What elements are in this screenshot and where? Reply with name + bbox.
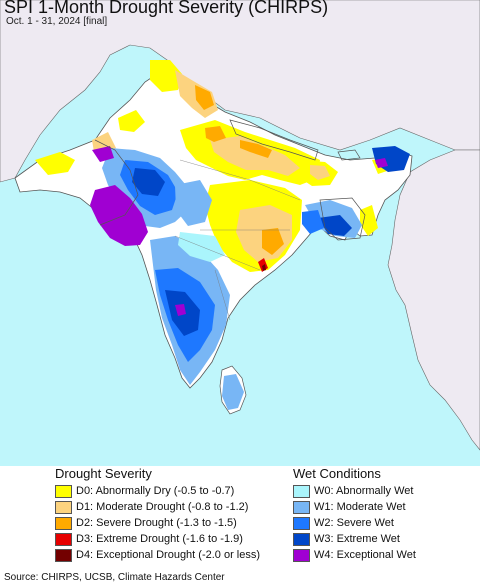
- border-pakistan: [94, 139, 139, 226]
- border-bhutan: [337, 149, 361, 161]
- w4-karnataka-spot: [175, 304, 186, 316]
- w1-sri-lanka: [222, 374, 244, 410]
- w1-mp: [175, 180, 212, 226]
- map-subtitle: Oct. 1 - 31, 2024 [final]: [6, 16, 108, 27]
- source-credit: Source: CHIRPS, UCSB, Climate Hazards Ce…: [4, 572, 225, 583]
- w3-bengal: [318, 215, 352, 236]
- w4-northeast-spot: [375, 158, 388, 168]
- d2-chhattisgarh: [262, 228, 284, 255]
- map-title: SPI 1-Month Drought Severity (CHIRPS): [4, 0, 329, 17]
- swatch-w2: [293, 517, 310, 530]
- swatch-d3: [55, 533, 72, 546]
- w0-maharashtra: [178, 232, 225, 262]
- d0-balochistan: [35, 152, 75, 175]
- w4-gujarat: [90, 185, 148, 246]
- swatch-d1: [55, 501, 72, 514]
- d1-up: [210, 136, 300, 176]
- w3-sindh: [132, 168, 165, 196]
- d0-pakistan-north: [150, 60, 182, 92]
- swatch-w0: [293, 485, 310, 498]
- map-panel: SPI 1-Month Drought Severity (CHIRPS) Oc…: [0, 0, 480, 466]
- legend-drought-heading: Drought Severity: [55, 466, 152, 481]
- d0-pakistan-central: [118, 110, 145, 132]
- border-bangladesh: [319, 197, 366, 241]
- state-borders: [174, 159, 301, 321]
- legend: Drought Severity Wet Conditions D0: Abno…: [4, 466, 416, 583]
- swatch-d2: [55, 517, 72, 530]
- legend-wet-heading: Wet Conditions: [293, 466, 381, 481]
- d4-odisha-spot: [262, 264, 266, 271]
- w2-jharkhand: [302, 210, 324, 234]
- d1-bihar: [310, 165, 330, 180]
- d0-bangladesh-east: [360, 205, 378, 236]
- swatch-w3: [293, 533, 310, 546]
- border-nepal: [229, 119, 319, 161]
- d2-nepal-border: [240, 140, 272, 158]
- d2-kashmir: [195, 85, 214, 110]
- drought-map: [0, 0, 480, 466]
- d2-uttarakhand: [205, 126, 226, 142]
- swatch-w4: [293, 549, 310, 562]
- land-east: [387, 149, 480, 451]
- swatch-w1: [293, 501, 310, 514]
- swatch-d0: [55, 485, 72, 498]
- w4-punjab-spot: [92, 146, 114, 162]
- swatch-d4: [55, 549, 72, 562]
